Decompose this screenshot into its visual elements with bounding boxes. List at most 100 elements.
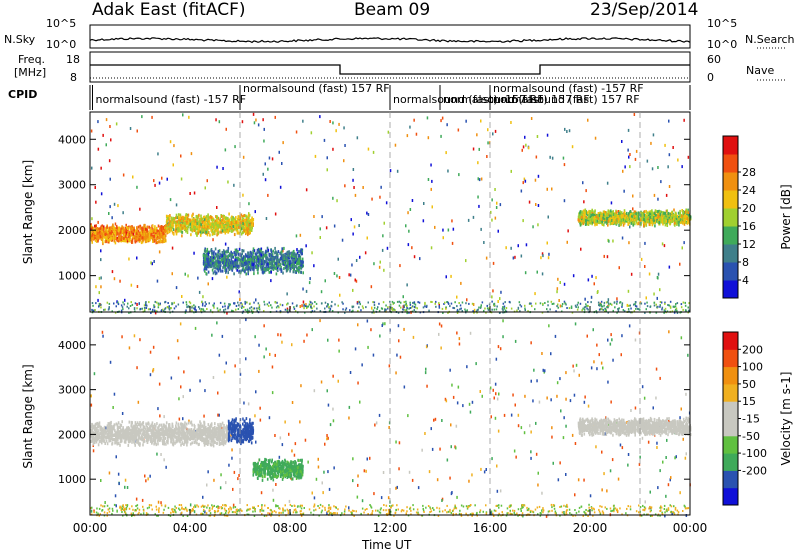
ground-cell (92, 309, 94, 312)
scatter-cell (644, 241, 646, 245)
ground-cell (688, 302, 690, 305)
ground-cell (187, 305, 190, 308)
region-cell (101, 224, 104, 228)
ground-cell (240, 302, 242, 305)
region-cell (250, 229, 253, 232)
region-cell (180, 229, 182, 233)
scatter-cell (339, 293, 341, 297)
ground-cell (331, 310, 334, 312)
scatter-cell (343, 159, 345, 163)
ground-cell (373, 306, 376, 309)
scatter-cell (621, 140, 623, 143)
region-cell (301, 257, 304, 261)
region-cell (210, 257, 213, 261)
region-cell (260, 251, 263, 255)
ground-cell (157, 302, 160, 305)
scatter-cell (487, 141, 489, 145)
scatter-cell (100, 285, 102, 289)
region-cell (223, 262, 226, 266)
region-cell (646, 211, 649, 215)
scatter-cell (656, 296, 658, 300)
scatter-cell (476, 133, 478, 137)
ground-cell (644, 302, 646, 305)
scatter-cell (608, 239, 610, 243)
scatter-cell (645, 296, 647, 300)
scatter-cell (136, 185, 138, 189)
region-cell (219, 230, 221, 234)
region-cell (687, 211, 690, 215)
region-cell (189, 222, 192, 226)
region-cell (103, 231, 106, 235)
region-cell (155, 234, 157, 238)
region-cell (221, 229, 224, 233)
region-cell (259, 255, 261, 259)
scatter-cell (383, 268, 385, 272)
ground-cell (617, 308, 619, 310)
ground-cell (250, 309, 253, 312)
scatter-cell (354, 193, 357, 197)
region-cell (177, 213, 180, 217)
scatter-cell (525, 143, 527, 147)
scatter-cell (139, 207, 141, 211)
region-cell (107, 227, 110, 231)
scatter-cell (551, 187, 553, 191)
ground-cell (619, 301, 621, 304)
region-cell (232, 225, 235, 228)
ground-cell (359, 303, 361, 306)
ground-cell (454, 301, 456, 304)
region-cell (657, 210, 659, 214)
region-cell (266, 246, 269, 250)
region-cell (160, 227, 163, 231)
region-cell (143, 232, 146, 236)
region-cell (277, 250, 280, 254)
region-cell (240, 232, 243, 236)
region-cell (250, 266, 252, 270)
region-cell (268, 252, 270, 256)
ground-cell (138, 302, 140, 305)
ground-cell (328, 306, 330, 309)
ground-cell (673, 305, 675, 308)
ground-cell (428, 309, 430, 312)
ground-cell (258, 306, 261, 309)
scatter-cell (349, 273, 352, 277)
scatter-cell (341, 238, 344, 242)
ground-cell (315, 302, 318, 305)
noise-right-label: N.Search (745, 33, 795, 46)
ground-cell (387, 307, 389, 310)
scatter-cell (128, 257, 130, 261)
ground-cell (673, 311, 676, 314)
region-cell (272, 268, 275, 271)
region-cell (264, 251, 267, 255)
region-cell (230, 253, 232, 257)
region-cell (99, 234, 102, 238)
ground-cell (502, 306, 504, 309)
region-cell (279, 251, 281, 255)
ground-cell (150, 312, 152, 314)
ground-cell (541, 311, 544, 314)
scatter-cell (207, 282, 209, 286)
ground-cell (531, 305, 533, 308)
region-cell (230, 222, 233, 226)
ground-cell (173, 307, 176, 310)
region-cell (124, 239, 126, 243)
region-cell (207, 225, 209, 229)
scatter-cell (520, 189, 523, 193)
ground-cell (95, 302, 97, 305)
scatter-cell (319, 236, 321, 239)
ground-cell (162, 308, 164, 311)
region-cell (175, 221, 177, 225)
ground-cell (655, 303, 657, 306)
ground-cell (233, 302, 235, 305)
scatter-cell (445, 151, 447, 155)
region-cell (200, 222, 202, 226)
region-cell (275, 272, 278, 276)
region-cell (227, 250, 229, 253)
region-cell (236, 231, 239, 235)
region-cell (222, 261, 224, 265)
scatter-cell (97, 298, 99, 302)
ground-cell (257, 302, 260, 305)
region-cell (157, 240, 160, 244)
ground-cell (653, 301, 655, 304)
region-cell (256, 250, 259, 254)
ground-cell (167, 302, 169, 304)
